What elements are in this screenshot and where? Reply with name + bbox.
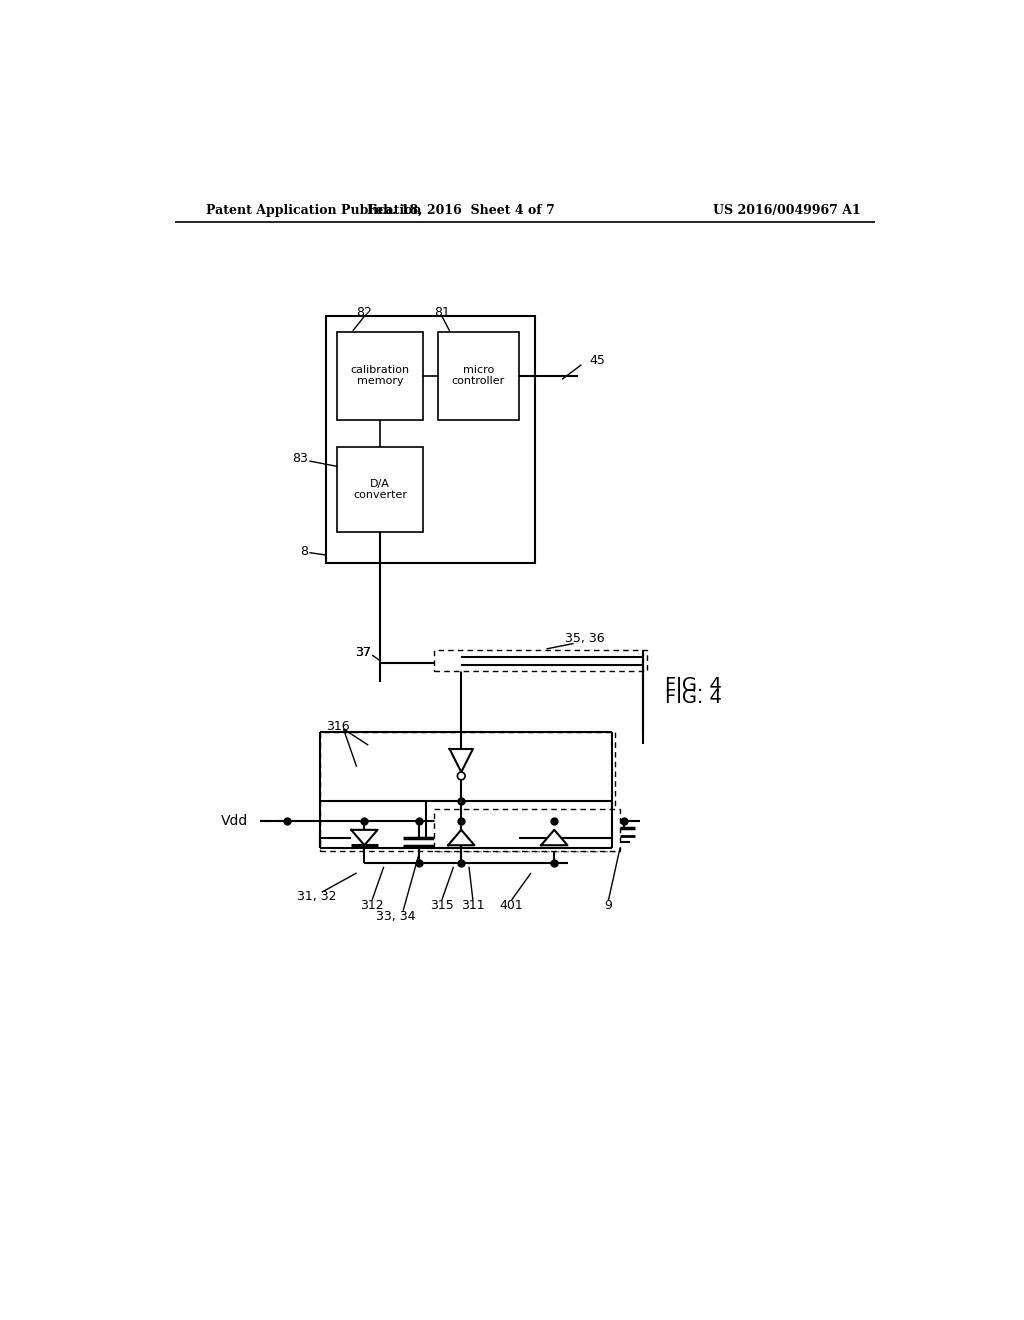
Bar bbox=[326, 317, 535, 562]
Text: 311: 311 bbox=[461, 899, 484, 912]
Text: 82: 82 bbox=[356, 306, 373, 319]
Text: Feb. 18, 2016  Sheet 4 of 7: Feb. 18, 2016 Sheet 4 of 7 bbox=[368, 205, 555, 218]
Polygon shape bbox=[351, 830, 378, 845]
Text: FIG. 4: FIG. 4 bbox=[666, 688, 722, 708]
Text: 83: 83 bbox=[292, 453, 308, 465]
Bar bbox=[337, 447, 423, 532]
Text: micro
controller: micro controller bbox=[452, 364, 505, 387]
Text: 35, 36: 35, 36 bbox=[565, 632, 605, 645]
Text: 312: 312 bbox=[360, 899, 384, 912]
Text: 37: 37 bbox=[354, 647, 371, 659]
Text: 8: 8 bbox=[300, 545, 308, 557]
Text: 37: 37 bbox=[354, 647, 371, 659]
Bar bbox=[337, 331, 423, 420]
Text: 45: 45 bbox=[589, 354, 605, 367]
Bar bbox=[321, 733, 614, 851]
Polygon shape bbox=[450, 748, 473, 772]
Text: 401: 401 bbox=[500, 899, 523, 912]
Text: FIG. 4: FIG. 4 bbox=[666, 676, 722, 696]
Text: Patent Application Publication: Patent Application Publication bbox=[206, 205, 421, 218]
Polygon shape bbox=[541, 830, 567, 845]
Text: 316: 316 bbox=[326, 721, 349, 733]
Bar bbox=[438, 331, 519, 420]
Bar bbox=[434, 809, 621, 851]
Polygon shape bbox=[449, 830, 474, 845]
Text: 9: 9 bbox=[604, 899, 612, 912]
Text: 81: 81 bbox=[434, 306, 450, 319]
Text: 31, 32: 31, 32 bbox=[297, 890, 337, 903]
Text: D/A
converter: D/A converter bbox=[353, 479, 407, 500]
Text: 33, 34: 33, 34 bbox=[376, 911, 415, 924]
Text: Vdd: Vdd bbox=[221, 813, 248, 828]
Bar bbox=[434, 649, 647, 671]
Text: US 2016/0049967 A1: US 2016/0049967 A1 bbox=[713, 205, 860, 218]
Text: 315: 315 bbox=[430, 899, 454, 912]
Text: calibration
memory: calibration memory bbox=[350, 364, 410, 387]
